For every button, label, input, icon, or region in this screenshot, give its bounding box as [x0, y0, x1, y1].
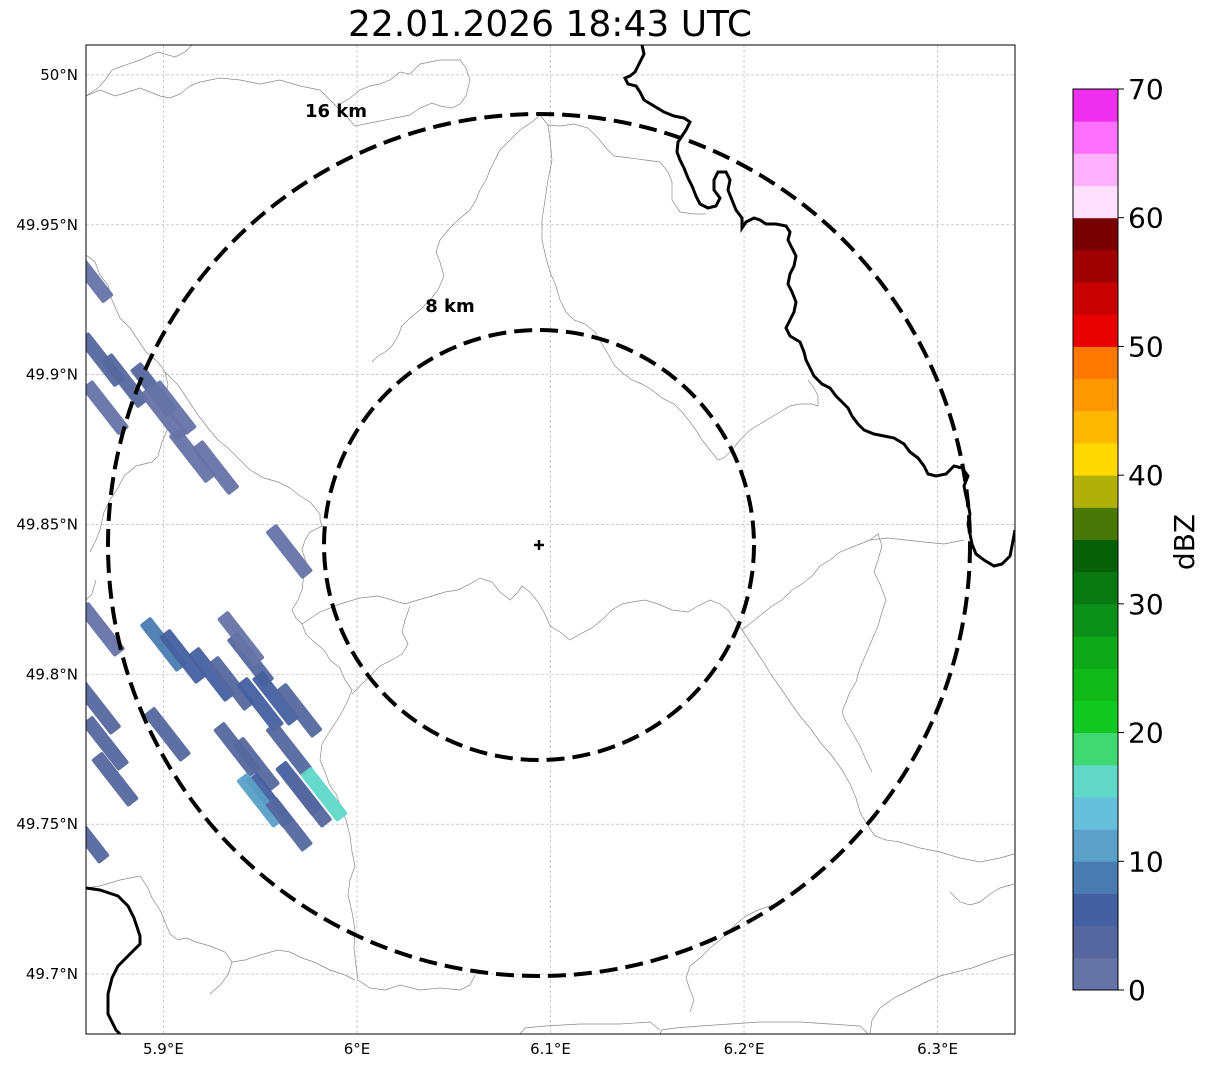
- longitude-tick-labels: 5.9°E 6°E 6.1°E 6.2°E 6.3°E: [143, 1040, 958, 1058]
- colorbar-cell: [1073, 603, 1118, 637]
- colorbar-cell: [1073, 732, 1118, 766]
- colorbar-tick-label: 20: [1128, 717, 1164, 750]
- lon-tick-label: 6.1°E: [530, 1040, 571, 1058]
- colorbar-tick-label: 50: [1128, 330, 1164, 363]
- colorbar-cell: [1073, 861, 1118, 894]
- colorbar-cell: [1073, 829, 1118, 862]
- radar-echo-cell: [144, 707, 191, 762]
- radar-echo-cell: [149, 380, 197, 435]
- colorbar-tick-labels: 0 10 20 30 40 50 60 70: [1118, 73, 1164, 1007]
- radar-echo-cell: [86, 380, 129, 435]
- lon-tick-label: 6.3°E: [917, 1040, 958, 1058]
- colorbar-cell: [1073, 571, 1118, 605]
- colorbar-cell: [1073, 700, 1118, 734]
- colorbar-cell: [1073, 185, 1118, 219]
- radar-echo-cell: [217, 611, 265, 666]
- colorbar-tick-label: 10: [1128, 845, 1164, 878]
- colorbar-cell: [1073, 796, 1118, 830]
- colorbar-cells: [1073, 89, 1118, 991]
- colorbar-tick-label: 0: [1128, 974, 1146, 1007]
- lat-tick-label: 49.8°N: [26, 665, 78, 683]
- colorbar-cell: [1073, 314, 1118, 347]
- ring-8km: [322, 328, 756, 762]
- colorbar-cell: [1073, 282, 1118, 315]
- radar-echo-cell: [86, 248, 114, 303]
- radar-echo-cell: [207, 656, 255, 711]
- colorbar-cell: [1073, 957, 1118, 991]
- radar-echo-cell: [300, 767, 348, 822]
- radar-echo-cell: [140, 386, 187, 441]
- colorbar-cell: [1073, 636, 1118, 669]
- map-title: 22.01.2026 18:43 UTC: [347, 4, 753, 45]
- radar-echo-cell: [213, 722, 261, 777]
- colorbar-cell: [1073, 378, 1118, 412]
- radar-echo-cell: [275, 683, 323, 738]
- colorbar-cell: [1073, 764, 1118, 798]
- radar-echo-cell: [266, 797, 313, 852]
- lat-tick-label: 49.75°N: [16, 815, 78, 833]
- radar-echo-cell: [159, 629, 206, 684]
- radar-echo-cell: [86, 602, 125, 657]
- lat-tick-label: 50°N: [40, 66, 78, 84]
- colorbar-cell: [1073, 410, 1118, 444]
- radar-echo-cell: [237, 677, 284, 732]
- latitude-tick-labels: 49.7°N 49.75°N 49.8°N 49.85°N 49.9°N 49.95°N 5…: [16, 66, 78, 983]
- colorbar: 0 10 20 30 40 50 60 70 dBZ: [1072, 73, 1201, 1007]
- range-rings: [106, 112, 972, 978]
- colorbar-cell: [1073, 539, 1118, 573]
- lat-tick-label: 49.95°N: [16, 216, 78, 234]
- ring-16km: [106, 112, 972, 978]
- lon-tick-label: 6.2°E: [724, 1040, 765, 1058]
- colorbar-tick-label: 40: [1128, 459, 1164, 492]
- radar-echo-cell: [188, 647, 235, 702]
- plot-frame: [85, 44, 1016, 1035]
- colorbar-cell: [1073, 249, 1118, 283]
- colorbar-cell: [1073, 668, 1118, 701]
- lat-tick-label: 49.7°N: [26, 965, 78, 983]
- radar-echo-cell: [192, 440, 239, 495]
- lat-tick-label: 49.85°N: [16, 516, 78, 534]
- radar-echo-cell: [266, 722, 313, 777]
- colorbar-cell: [1073, 153, 1118, 187]
- colorbar-label: dBZ: [1168, 514, 1201, 570]
- radar-echo-cell: [237, 773, 284, 828]
- colorbar-cell: [1073, 121, 1118, 154]
- ring-8km-label: 8 km: [425, 296, 475, 317]
- radar-echo-cell: [86, 809, 110, 864]
- colorbar-cell: [1073, 346, 1118, 380]
- colorbar-cell: [1073, 217, 1118, 251]
- colorbar-frame: [1072, 88, 1119, 991]
- radar-echo-cell: [169, 428, 216, 483]
- radar-echo-cell: [266, 524, 313, 579]
- colorbar-cell: [1073, 475, 1118, 508]
- colorbar-cell: [1073, 89, 1118, 122]
- colorbar-cell: [1073, 507, 1118, 540]
- municipal-boundaries: [86, 45, 1015, 1034]
- ring-16km-label: 16 km: [305, 101, 367, 122]
- country-border: [86, 45, 1015, 1034]
- colorbar-cell: [1073, 442, 1118, 476]
- radar-center-marker: [534, 540, 544, 550]
- lat-tick-label: 49.9°N: [26, 366, 78, 384]
- radar-echo-cell: [91, 752, 139, 807]
- colorbar-tick-label: 70: [1128, 73, 1164, 106]
- radar-echo-cell: [252, 671, 299, 726]
- radar-echo-cell: [140, 617, 187, 672]
- colorbar-tick-label: 60: [1128, 202, 1164, 235]
- radar-echoes: [86, 248, 348, 864]
- radar-echo-cell: [86, 716, 129, 771]
- radar-echo-cell: [285, 773, 332, 828]
- colorbar-cell: [1073, 893, 1118, 927]
- lon-tick-label: 6°E: [344, 1040, 371, 1058]
- lon-tick-label: 5.9°E: [143, 1040, 184, 1058]
- colorbar-tick-label: 30: [1128, 588, 1164, 621]
- colorbar-cell: [1073, 925, 1118, 959]
